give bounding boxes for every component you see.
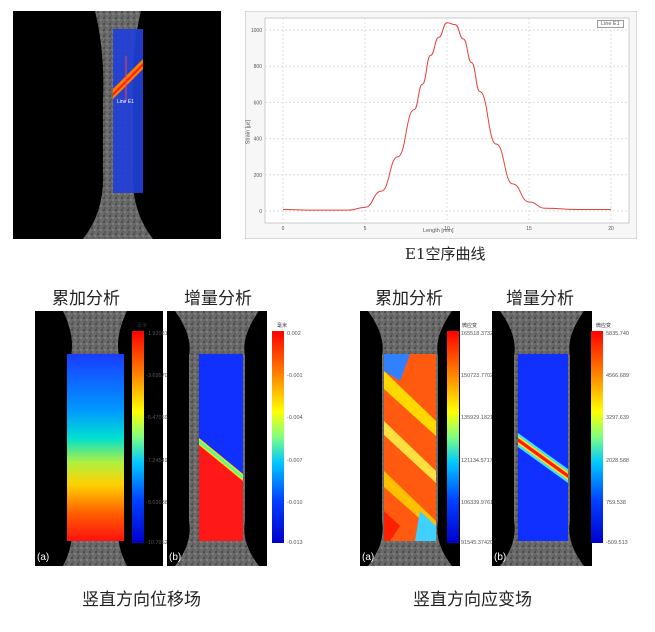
specimen-svg-top [83,11,153,239]
panel-strain-accum: (a) [360,311,460,566]
cb-tick: 150723.77026 [461,373,497,379]
cb-tick: 165518.37325 [461,331,497,337]
cb-tick: 91545.37420 [461,540,494,546]
strain-overlay [113,29,143,193]
line-marker-label: Line E1 [117,99,134,105]
cb-tick: -9.02038 [146,500,168,506]
cb-tick: 759.538 [606,500,626,506]
y-tick-label: 800 [254,64,263,70]
cb-title-strain-accum: 微应变 [462,323,478,329]
y-tick-label: 600 [254,100,263,106]
cb-tick: -509.513 [606,540,628,546]
y-tick-label: 0 [259,209,262,215]
label-b-strain: (b) [494,552,507,563]
y-axis-label: Strain [με] [245,119,252,145]
disp-field-accum [67,354,124,541]
cb-tick: 0.002 [287,331,301,337]
specimen-image-top: Line E1 [13,11,221,239]
header-right-incr: 增量分析 [506,289,574,309]
cb-tick: -7.24549 [146,458,168,464]
header-right-accum: 累加分析 [375,289,443,309]
cb-tick: 5835.740 [606,331,629,337]
cb-tick: 106339.97619 [461,500,497,506]
x-tick-label: 10 [444,226,450,232]
x-tick-label: 0 [282,226,285,232]
cb-tick: -10.79527 [146,540,171,546]
caption-displacement: 竖直方向位移场 [82,590,201,610]
cb-tick: 2028.588 [606,458,629,464]
cb-tick: -0.001 [287,373,303,379]
y-tick-label: 1000 [251,28,262,34]
label-b: (b) [169,552,182,563]
shear-band-core [113,63,143,96]
panel-disp-incr: (b) [167,311,267,566]
colorbar-disp-incr [272,331,284,543]
header-left-accum: 累加分析 [52,289,120,309]
label-a: (a) [37,552,50,563]
strain-chart: 1000 800 600 400 200 0 0 5 10 15 20 Line E1 Strain… [244,10,638,240]
cb-tick: -0.007 [287,458,303,464]
cb-title-disp-incr: 毫米 [277,323,288,329]
chart-svg: 1000 800 600 400 200 0 0 5 10 15 20 [244,10,638,240]
cb-tick: -0.013 [287,540,303,546]
x-tick-label: 15 [526,226,532,232]
panel-strain-incr: (b) [492,311,592,566]
chart-caption: E1空序曲线 [405,245,486,263]
cb-tick: 4566.689 [606,373,629,379]
cb-title-disp-accum: 毫米 [137,323,148,329]
cb-title-strain-incr: 微应变 [596,323,612,329]
cb-tick: 121134.57173 [461,458,496,464]
x-tick-label: 5 [364,226,367,232]
colorbar-disp-accum [132,331,144,543]
cb-tick: -3.69570 [146,373,168,379]
cb-tick: -5.47059 [146,415,168,421]
plot-area [264,17,630,224]
header-left-incr: 增量分析 [184,289,252,309]
x-axis-label: Length [mm] [423,228,454,234]
colorbar-strain-accum [447,331,459,543]
cb-tick: -0.004 [287,415,303,421]
y-tick-label: 200 [254,173,263,179]
colorbar-strain-incr [591,331,603,543]
cb-tick: 3297.639 [606,415,629,421]
caption-strain: 竖直方向应变场 [413,590,532,610]
legend-entry: Line E1 [597,20,624,28]
label-a-strain: (a) [362,552,375,563]
y-tick-label: 400 [254,137,263,143]
x-tick-label: 20 [608,226,614,232]
cb-tick: -1.92081 [146,331,168,337]
panel-disp-accum: (a) [35,311,163,566]
cb-tick: -0.010 [287,500,303,506]
cb-tick: 135929.18217 [461,415,497,421]
